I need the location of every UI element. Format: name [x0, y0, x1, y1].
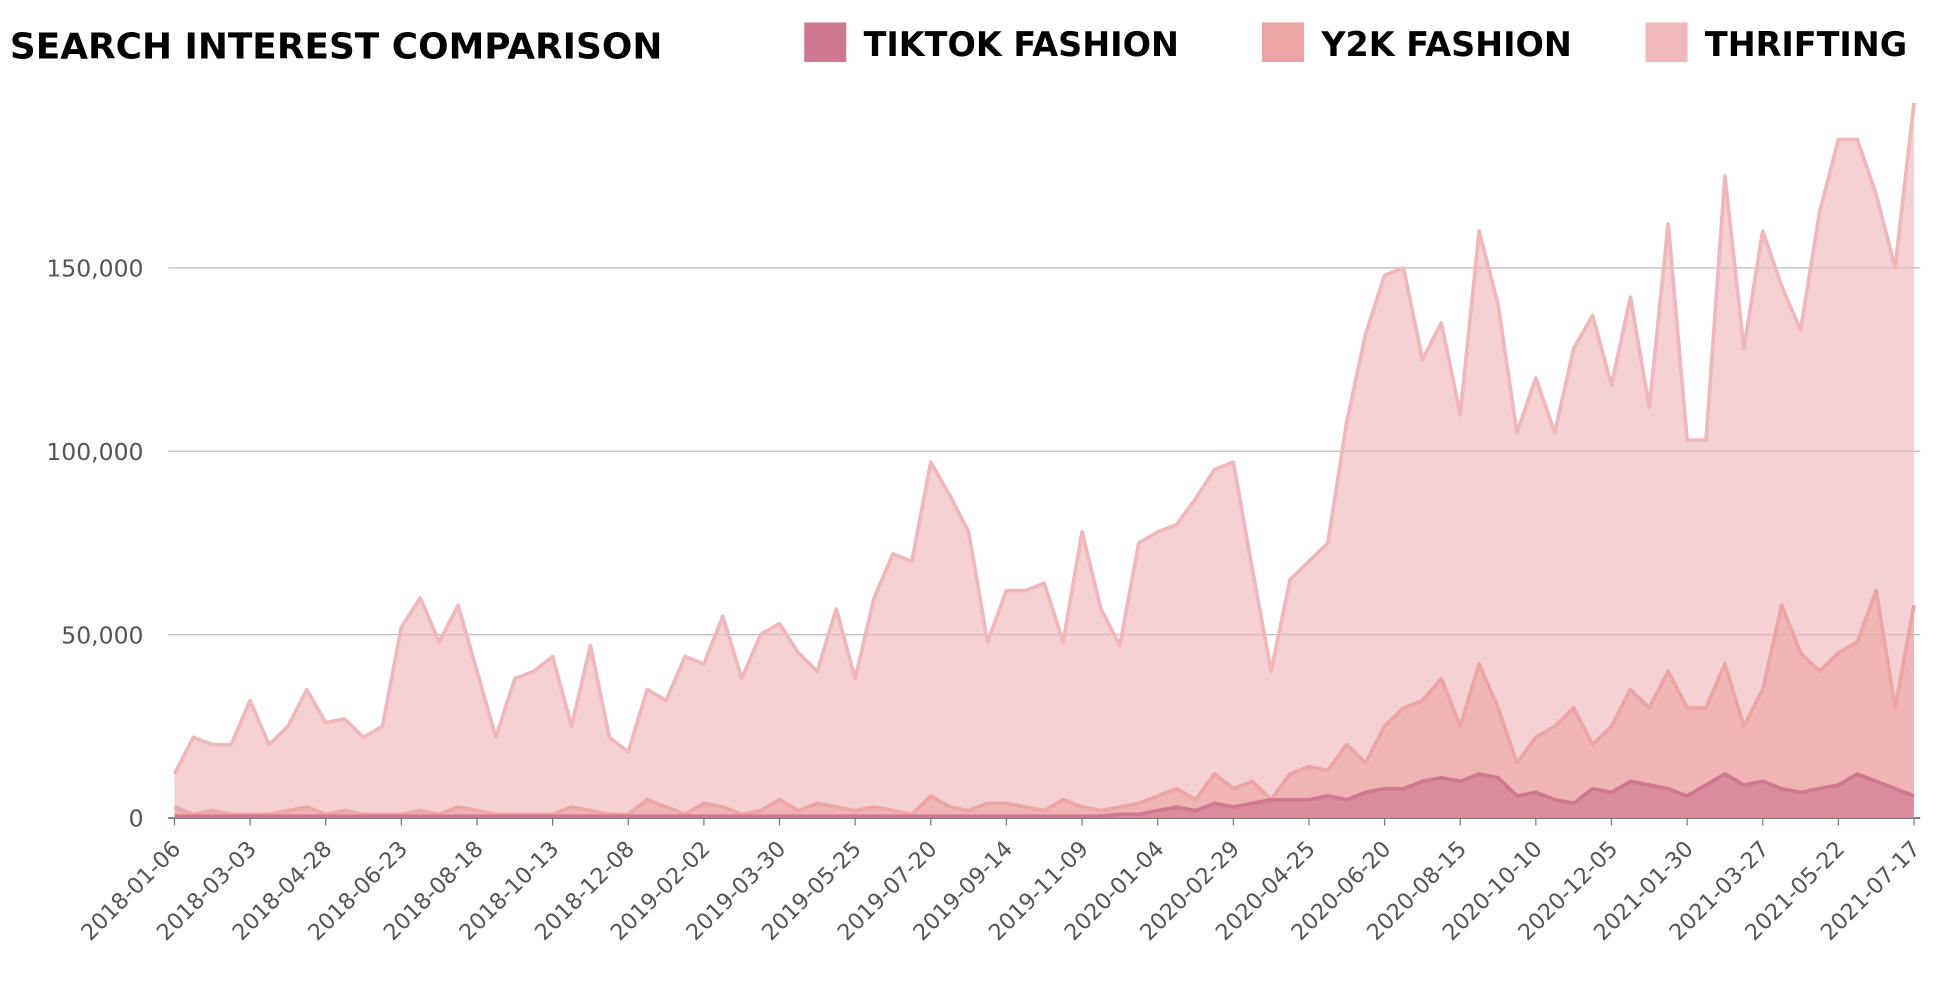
area-line: [172, 102, 1916, 775]
y-tick-label: 150,000: [46, 255, 143, 283]
legend-label: TIKTOK FASHION: [864, 25, 1179, 64]
area: [174, 774, 1915, 819]
legend-swatch: [1645, 22, 1688, 63]
legend-label: THRIFTING: [1705, 25, 1907, 64]
y-tick-label: 50,000: [61, 621, 143, 649]
plot-area: [172, 102, 1916, 819]
legend: TIKTOK FASHION Y2K FASHION THRIFTING: [804, 22, 1907, 64]
area-line: [174, 772, 1915, 819]
legend-swatch: [1261, 22, 1305, 63]
legend-swatch: [804, 22, 847, 63]
y-tick-label: 100,000: [46, 438, 143, 466]
area-line: [173, 588, 1916, 817]
chart-title: SEARCH INTEREST COMPARISON: [10, 26, 662, 67]
y-tick-label: 0: [129, 805, 144, 833]
legend-label: Y2K FASHION: [1320, 25, 1571, 64]
area: [174, 102, 1915, 819]
area: [174, 590, 1915, 819]
